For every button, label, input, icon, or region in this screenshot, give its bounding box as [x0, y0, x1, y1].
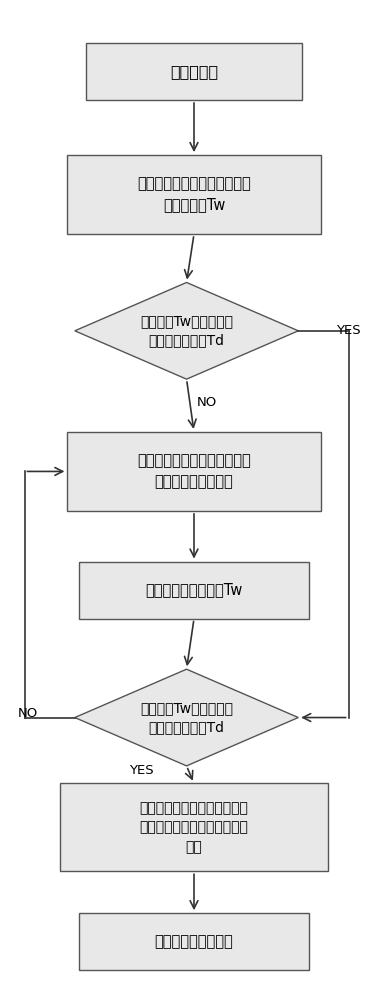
Text: 选取成分载波，并计算业务传
输时间的期望和方差: 选取成分载波，并计算业务传 输时间的期望和方差	[137, 453, 251, 489]
FancyBboxPatch shape	[86, 43, 302, 100]
Text: 频谱聚合资源分配算法将认知
用户数据分包分配给相应成分
载波: 频谱聚合资源分配算法将认知 用户数据分包分配给相应成分 载波	[140, 801, 248, 854]
FancyBboxPatch shape	[68, 155, 320, 234]
FancyBboxPatch shape	[68, 432, 320, 511]
Polygon shape	[75, 669, 298, 766]
Text: 计算业务的平均时延Tw: 计算业务的平均时延Tw	[146, 583, 242, 598]
FancyBboxPatch shape	[78, 562, 310, 619]
FancyBboxPatch shape	[60, 783, 328, 871]
Text: 平均时延Tw等于实时业
务所要求的时延Td: 平均时延Tw等于实时业 务所要求的时延Td	[140, 701, 233, 734]
Polygon shape	[75, 282, 298, 379]
Text: 新用户到达: 新用户到达	[170, 64, 218, 79]
Text: 平均时延Tw等于实时业
务所要求的时延Td: 平均时延Tw等于实时业 务所要求的时延Td	[140, 314, 233, 348]
Text: NO: NO	[197, 395, 217, 408]
Text: 计算已配置的成分载波所支持
的平均时延Tw: 计算已配置的成分载波所支持 的平均时延Tw	[137, 177, 251, 213]
Text: 成分载波物理层传输: 成分载波物理层传输	[155, 934, 233, 949]
Text: YES: YES	[336, 324, 361, 337]
Text: YES: YES	[130, 764, 154, 777]
FancyBboxPatch shape	[78, 913, 310, 970]
Text: NO: NO	[18, 707, 38, 720]
